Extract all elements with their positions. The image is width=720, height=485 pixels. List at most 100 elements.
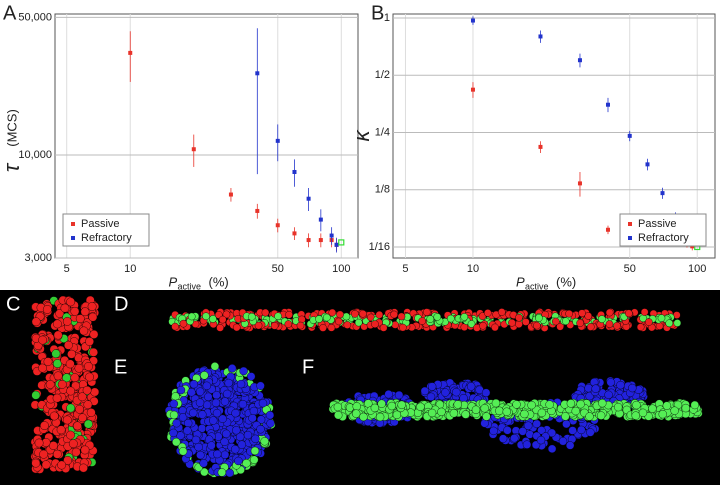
cell [53,330,63,340]
x-label-sub: active [178,281,202,291]
cell [83,400,93,410]
cell [232,426,241,435]
cell [74,363,84,373]
cell [397,312,406,321]
x-tick-label: 10 [124,263,136,275]
cell [335,317,343,326]
cell [246,372,256,381]
cell [67,349,76,359]
cell [64,340,73,350]
cell [220,397,230,406]
cell [605,308,614,317]
cell [53,359,62,368]
cell [55,309,65,318]
point [645,162,650,167]
cell [336,310,344,319]
cell [482,412,491,421]
legend-label: Passive [81,218,120,230]
cell [230,445,240,454]
cell [665,319,674,328]
cell [631,411,640,420]
cell [351,409,361,418]
x-tick-label: 100 [688,263,706,275]
panel-label: E [114,356,127,378]
cell [210,362,220,371]
y-label: κ [349,130,374,142]
cell [479,321,487,330]
cell [598,398,607,408]
cell [556,322,564,331]
y-tick-label: 1/4 [375,126,390,138]
cell [657,314,666,322]
panel-label: C [6,293,20,315]
cell [75,314,85,324]
x-label: P [169,274,178,289]
point [275,138,280,143]
cell [606,378,615,387]
point [255,71,260,76]
cell [422,308,431,316]
cell [42,305,52,314]
legend-marker [71,222,75,226]
cell [604,390,613,400]
y-tick-label: 1/16 [369,241,390,253]
cell [467,320,476,328]
cell [176,385,186,395]
cell [498,434,508,443]
cell [57,379,67,389]
cell [377,399,386,408]
point [660,191,665,196]
cell [399,323,407,332]
cell [85,337,94,346]
legend-box [619,213,707,247]
cell [437,407,446,417]
cell [202,400,212,410]
legend-label: Passive [638,218,677,230]
cell [636,323,645,331]
cell [471,405,481,414]
x-label-unit: (%) [209,274,229,289]
cell [673,319,682,327]
cell [525,430,534,439]
cell [178,413,188,422]
cell [218,315,227,324]
cell [328,308,337,317]
cell [351,310,359,318]
cell [68,439,78,449]
cell [52,393,62,403]
cell [66,430,75,440]
cell [243,430,253,440]
cell [596,411,606,420]
cell [62,415,72,425]
cell [261,308,270,317]
cell [183,418,193,428]
cell [62,317,72,326]
y-tick-label: 1 [384,12,390,24]
cell [258,398,268,408]
cell [427,408,437,418]
cell [461,410,470,419]
cell [209,315,217,323]
cell [460,313,469,321]
cell [565,309,573,318]
y-tick-label: 3,000 [24,252,52,264]
cell [551,317,560,326]
point [470,87,475,92]
cell [238,399,248,409]
point [334,242,339,247]
point [577,181,582,186]
cell [88,312,98,322]
cell [70,306,80,316]
cell [371,320,379,328]
cell [426,392,436,402]
cell [681,403,691,413]
cell [426,315,435,323]
cell [256,381,265,390]
cell [584,312,593,320]
cell [49,411,59,421]
cell [90,387,100,397]
cell [577,425,586,435]
cell [433,313,442,321]
cell [60,303,70,313]
